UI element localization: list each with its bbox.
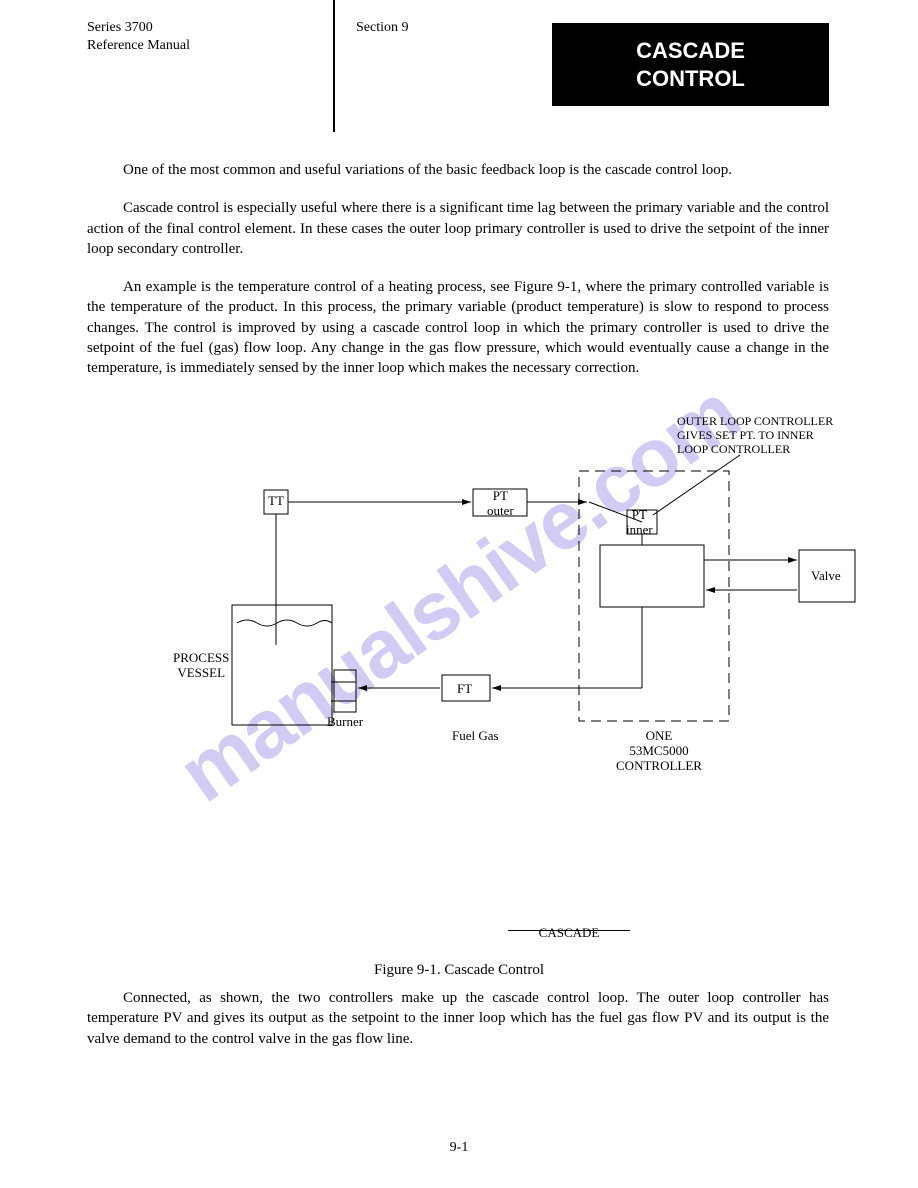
page: manualshive.com Series 3700 Reference Ma… [0, 0, 918, 1188]
section-banner: CASCADE CONTROL [552, 23, 829, 106]
doc-series: Series 3700 [87, 20, 322, 36]
label-outer-loop-note: OUTER LOOP CONTROLLERGIVES SET PT. TO IN… [677, 415, 867, 456]
body-text: One of the most common and useful variat… [87, 160, 829, 396]
label-ft: FT [457, 682, 472, 697]
figure-caption: CASCADE Figure 9-1. Cascade Control [0, 945, 918, 979]
banner-line-2: CONTROL [636, 66, 745, 92]
header-left: Series 3700 Reference Manual [87, 20, 322, 54]
label-burner: Burner [327, 715, 363, 730]
label-pt-outer: PTouter [487, 489, 514, 519]
figure-caption-text: Figure 9-1. Cascade Control [374, 962, 544, 978]
separator-title: CASCADE [539, 925, 600, 941]
label-fuel-gas: Fuel Gas [452, 729, 499, 744]
label-one-controller: ONE53MC5000CONTROLLER [613, 729, 705, 774]
paragraph-2: Cascade control is especially useful whe… [87, 198, 829, 259]
label-tt: TT [268, 494, 284, 509]
intro-paragraph: One of the most common and useful variat… [87, 160, 829, 180]
section-number: Section 9 [356, 20, 409, 36]
connected-paragraph: Connected, as shown, the two controllers… [87, 988, 829, 1049]
banner-line-1: CASCADE [636, 38, 745, 64]
doc-title: Reference Manual [87, 38, 322, 54]
header-rule [333, 0, 335, 132]
label-process-vessel: PROCESSVESSEL [173, 651, 229, 681]
paragraph-3: An example is the temperature control of… [87, 277, 829, 378]
connected-text: Connected, as shown, the two controllers… [87, 988, 829, 1049]
page-number: 9-1 [0, 1140, 918, 1156]
cascade-diagram: TT PTouter PTinner PROCESSVESSEL Burner … [87, 445, 867, 785]
label-pt-inner: PTinner [626, 508, 653, 538]
label-valve: Valve [811, 569, 841, 584]
